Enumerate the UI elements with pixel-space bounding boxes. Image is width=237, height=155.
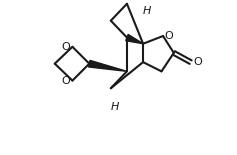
Text: H: H	[143, 7, 151, 16]
Text: O: O	[61, 42, 70, 52]
Polygon shape	[126, 34, 143, 44]
Text: O: O	[164, 31, 173, 41]
Text: O: O	[193, 57, 202, 67]
Text: H: H	[110, 102, 119, 112]
Text: O: O	[61, 76, 70, 86]
Polygon shape	[89, 60, 127, 71]
